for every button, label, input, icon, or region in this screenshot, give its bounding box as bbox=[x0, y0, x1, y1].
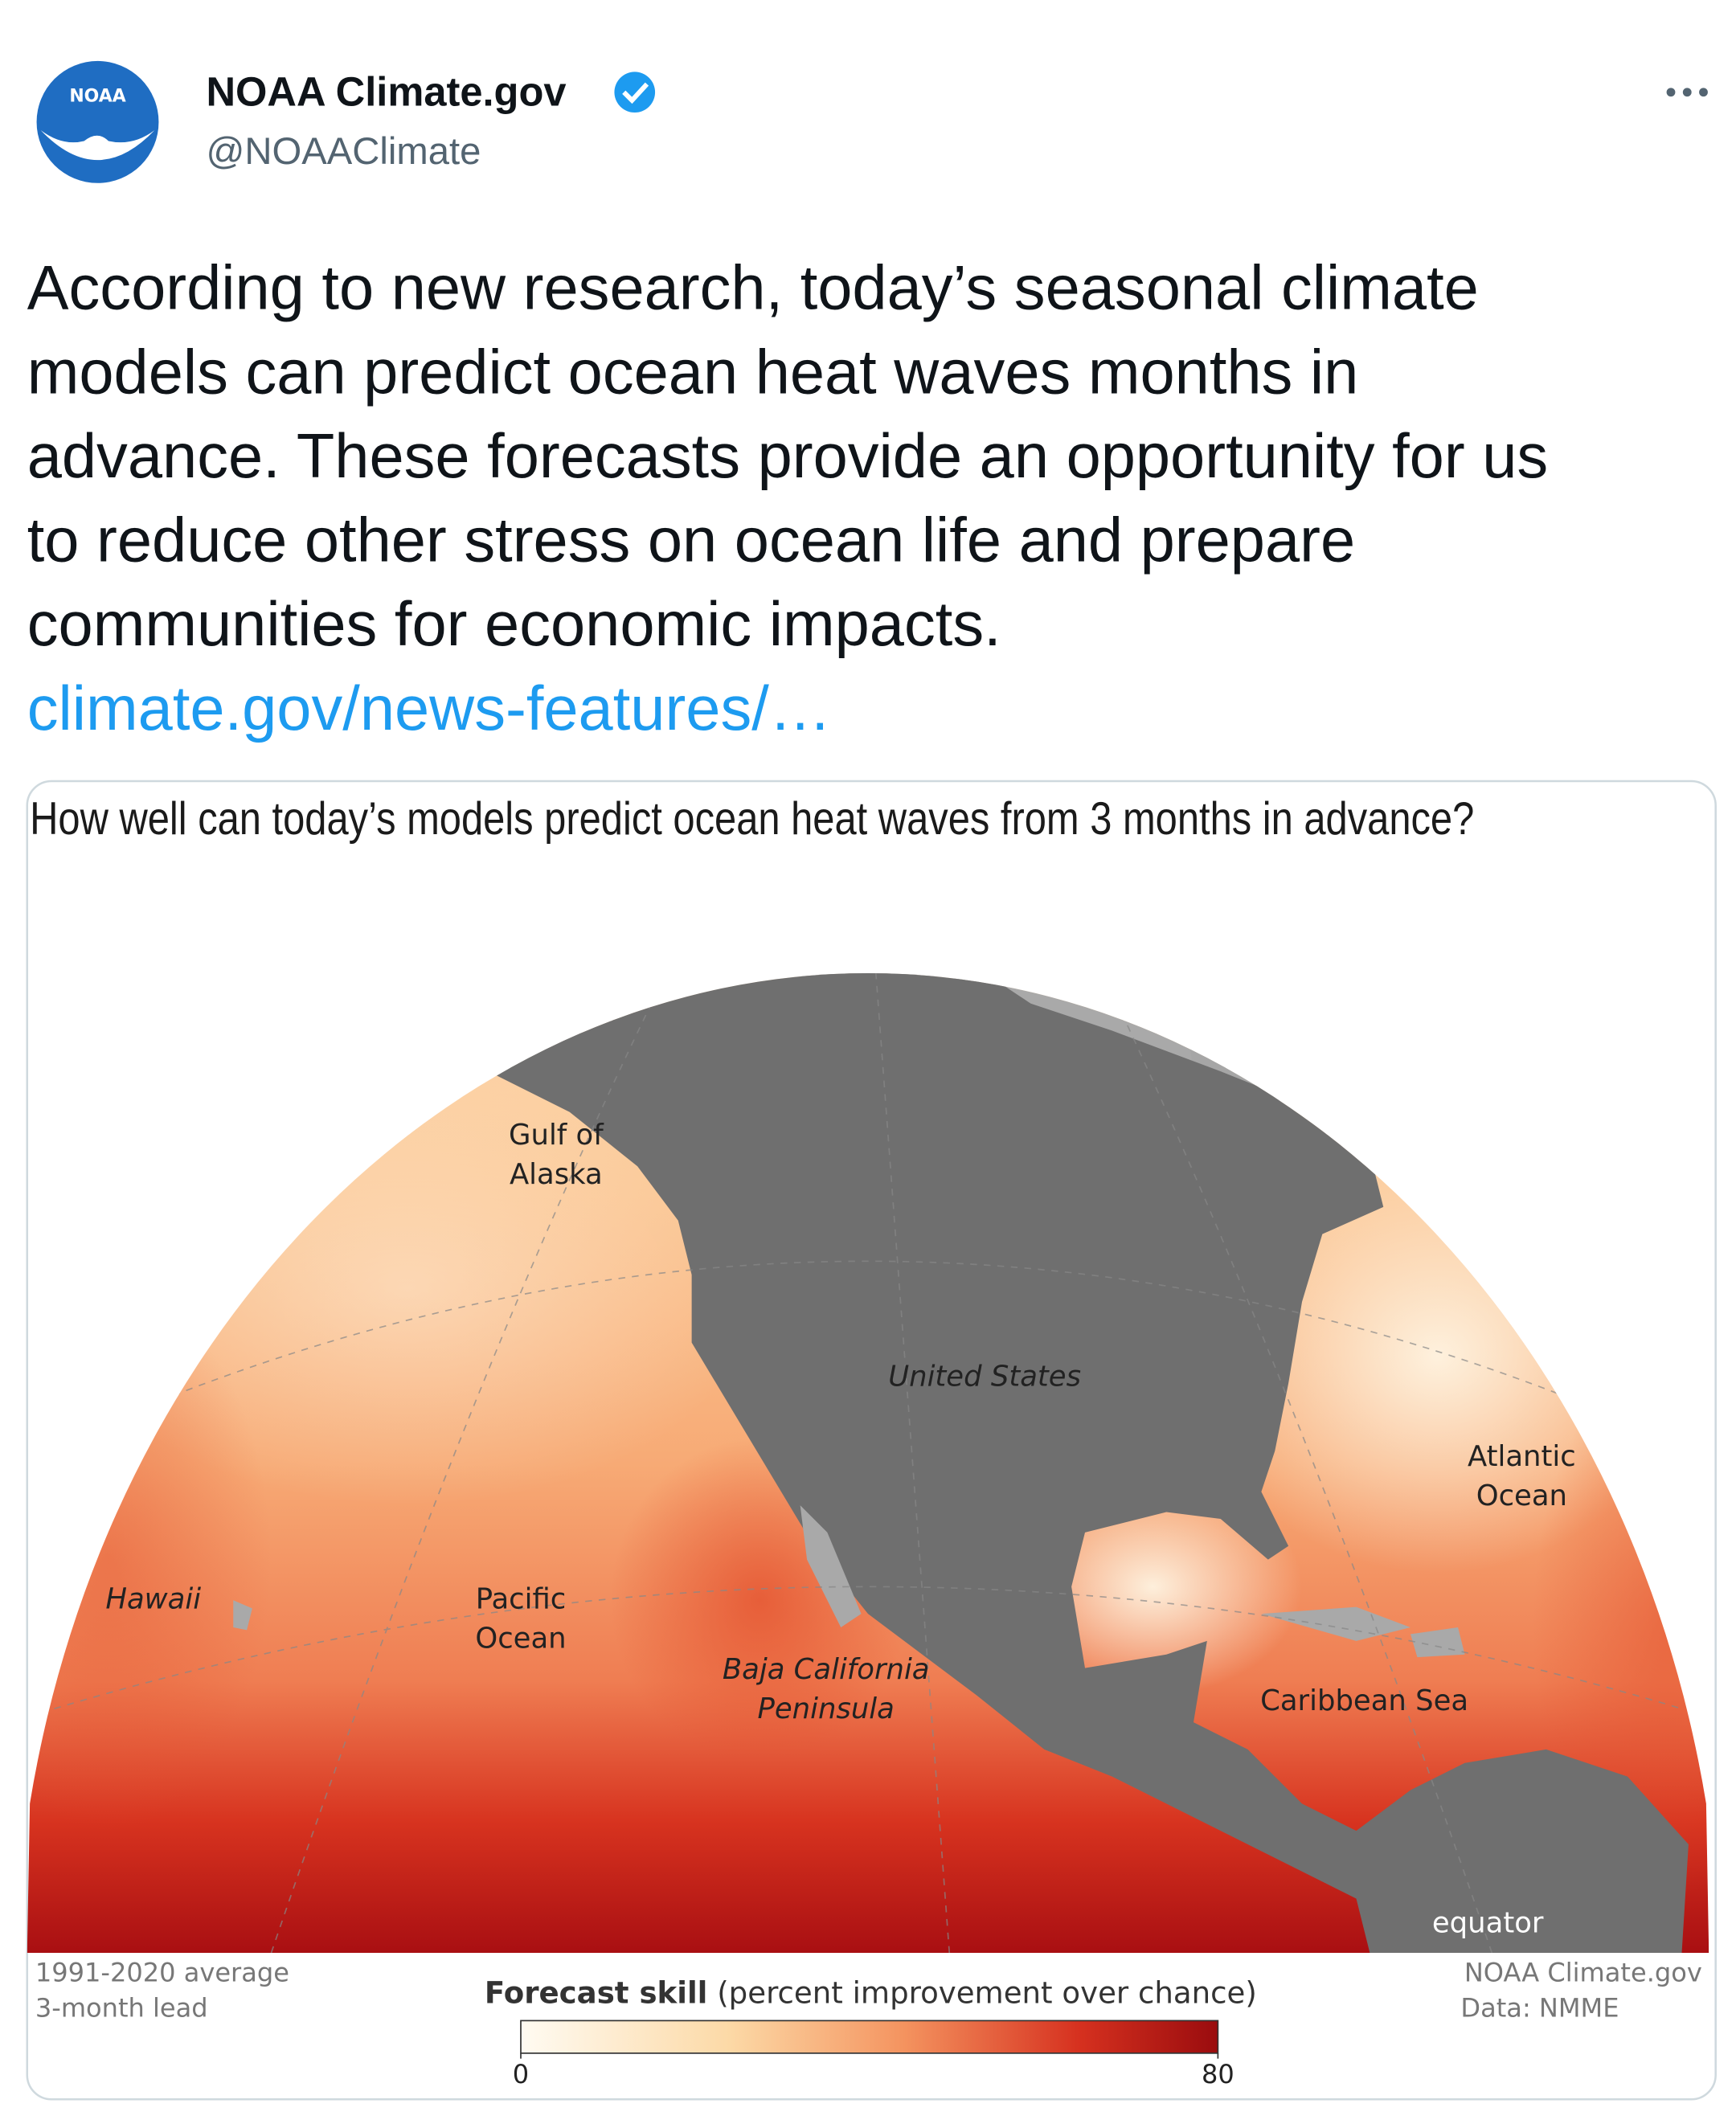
tweet-text-line: models can predict ocean heat waves mont… bbox=[27, 338, 1359, 407]
note-left: 1991-2020 average bbox=[35, 1957, 289, 1987]
legend-subtitle: (percent improvement over chance) bbox=[717, 1975, 1257, 2010]
more-menu[interactable] bbox=[1666, 88, 1708, 97]
notes: 1991-2020 average 3-month lead NOAA Climat… bbox=[35, 1957, 1702, 2023]
image-title: How well can today’s models predict ocea… bbox=[30, 793, 1474, 845]
colorbar-tick-label: 0 bbox=[513, 2059, 529, 2089]
map-label: Hawaii bbox=[105, 1582, 201, 1615]
avatar-bird bbox=[40, 129, 155, 161]
map-label: Pacific bbox=[476, 1582, 567, 1615]
map-labels: Gulf of Alaska United States Atlantic Ocean H… bbox=[105, 1119, 1575, 1939]
map-label: Ocean bbox=[1476, 1479, 1567, 1512]
map-label: Caribbean Sea bbox=[1260, 1684, 1468, 1717]
verified-badge bbox=[614, 72, 656, 113]
tweet-text-line: According to new research, today’s seaso… bbox=[27, 254, 1479, 323]
colorbar bbox=[520, 2020, 1219, 2054]
legend-title: Forecast skill (percent improvement over… bbox=[485, 1975, 1257, 2010]
tweet-text-line: communities for economic impacts. bbox=[27, 590, 1001, 659]
tweet-text-line: advance. These forecasts provide an oppo… bbox=[27, 422, 1549, 491]
map-label: United States bbox=[888, 1361, 1081, 1394]
legend-title-bold: Forecast skill bbox=[485, 1975, 708, 2010]
note-right: NOAA Climate.gov bbox=[1464, 1957, 1702, 1987]
author-name[interactable]: NOAA Climate.gov bbox=[207, 69, 567, 115]
map-label: Alaska bbox=[510, 1158, 603, 1191]
map-label: Peninsula bbox=[758, 1692, 895, 1725]
avatar[interactable] bbox=[36, 60, 159, 183]
tweet-text: According to new research, today’s seaso… bbox=[27, 254, 1549, 743]
map-label: equator bbox=[1432, 1907, 1544, 1940]
note-right: Data: NMME bbox=[1460, 1992, 1619, 2023]
legend: Forecast skill (percent improvement over… bbox=[485, 1975, 1257, 2089]
tweet-text-line: to reduce other stress on ocean life and… bbox=[27, 506, 1355, 575]
note-left: 3-month lead bbox=[35, 1992, 208, 2023]
map-label: Baja California bbox=[723, 1653, 930, 1686]
author-handle[interactable]: @NOAAClimate bbox=[207, 130, 481, 173]
avatar-text: NOAA bbox=[69, 87, 125, 107]
map-label: Ocean bbox=[475, 1622, 566, 1655]
colorbar-tick-label: 80 bbox=[1202, 2059, 1234, 2089]
tweet-link[interactable]: climate.gov/news-features/… bbox=[27, 674, 832, 743]
map-label: Gulf of bbox=[509, 1119, 604, 1152]
map-label: Atlantic bbox=[1468, 1440, 1576, 1473]
